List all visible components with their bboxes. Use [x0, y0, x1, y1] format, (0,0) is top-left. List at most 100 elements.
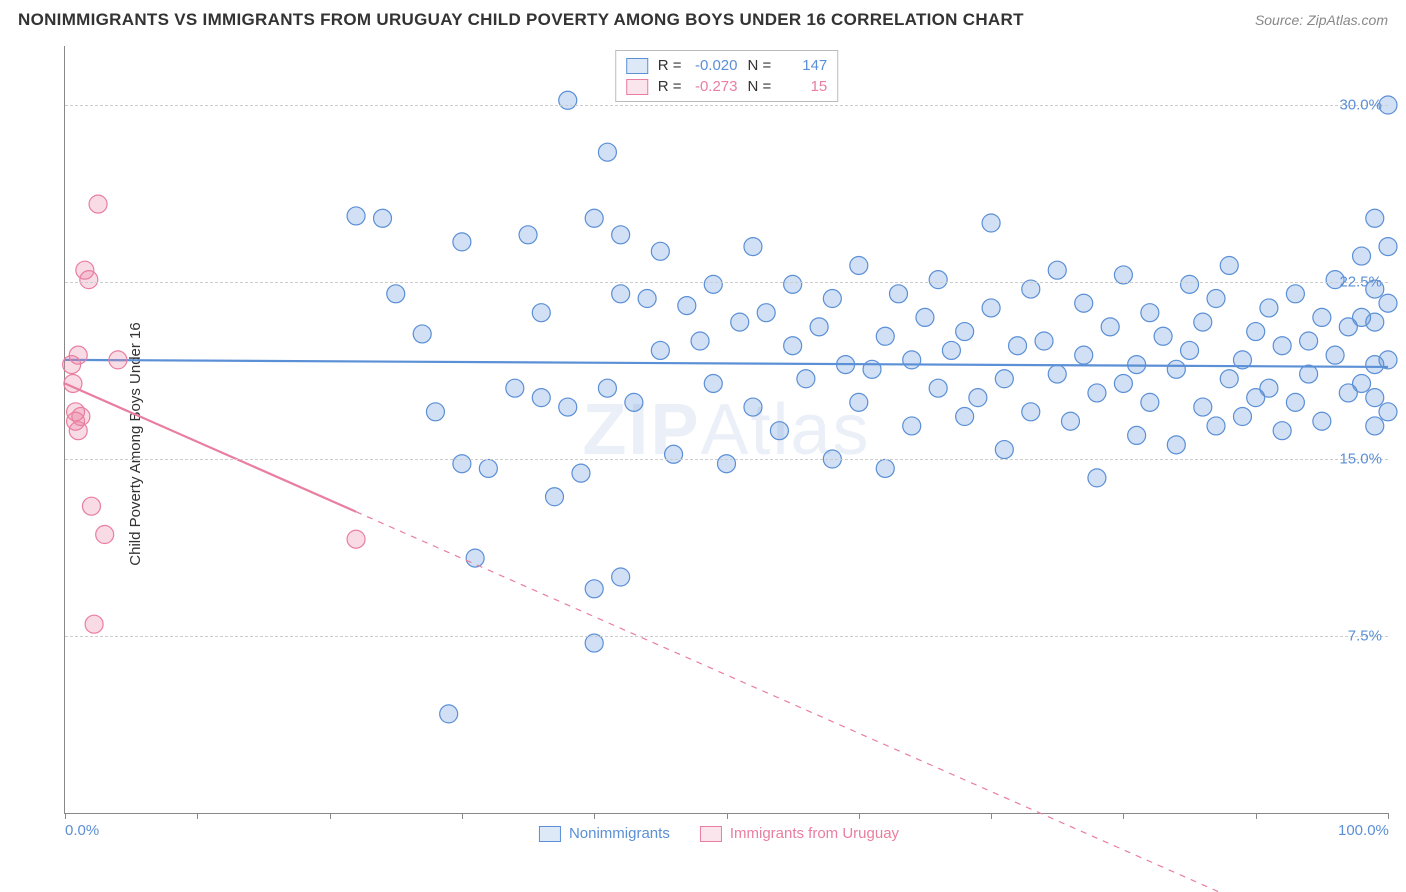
legend-series: Nonimmigrants Immigrants from Uruguay: [539, 825, 899, 842]
legend-series-label: Nonimmigrants: [569, 825, 670, 842]
scatter-point: [995, 370, 1013, 388]
scatter-point: [1088, 469, 1106, 487]
scatter-point: [1181, 275, 1199, 293]
scatter-point: [651, 242, 669, 260]
legend-correlation: R =-0.020N =147R =-0.273N =15: [615, 50, 839, 102]
scatter-point: [89, 195, 107, 213]
scatter-point: [916, 308, 934, 326]
ytick-label: 22.5%: [1339, 274, 1382, 291]
xtick-label: 100.0%: [1338, 822, 1389, 839]
source-label: Source: ZipAtlas.com: [1255, 12, 1388, 28]
scatter-point: [1167, 360, 1185, 378]
scatter-point: [1366, 389, 1384, 407]
scatter-point: [744, 238, 762, 256]
gridline-h: [65, 459, 1388, 460]
scatter-point: [1260, 379, 1278, 397]
scatter-point: [1273, 337, 1291, 355]
scatter-point: [598, 379, 616, 397]
scatter-point: [797, 370, 815, 388]
scatter-point: [638, 290, 656, 308]
scatter-svg: [65, 46, 1388, 813]
gridline-h: [65, 636, 1388, 637]
xtick-label: 0.0%: [65, 822, 99, 839]
ytick-label: 15.0%: [1339, 451, 1382, 468]
scatter-point: [1075, 294, 1093, 312]
scatter-point: [559, 91, 577, 109]
scatter-point: [440, 705, 458, 723]
scatter-point: [585, 580, 603, 598]
scatter-point: [678, 297, 696, 315]
xtick: [1123, 813, 1124, 819]
gridline-h: [65, 282, 1388, 283]
scatter-point: [109, 351, 127, 369]
scatter-point: [1366, 313, 1384, 331]
gridline-h: [65, 105, 1388, 106]
scatter-point: [1114, 374, 1132, 392]
legend-n: N =147: [748, 57, 828, 74]
legend-series-label: Immigrants from Uruguay: [730, 825, 899, 842]
scatter-point: [718, 455, 736, 473]
scatter-point: [823, 290, 841, 308]
scatter-point: [1075, 346, 1093, 364]
scatter-point: [506, 379, 524, 397]
scatter-point: [347, 530, 365, 548]
legend-series-item: Nonimmigrants: [539, 825, 670, 842]
scatter-point: [1141, 393, 1159, 411]
scatter-point: [1061, 412, 1079, 430]
scatter-point: [612, 568, 630, 586]
scatter-point: [80, 271, 98, 289]
scatter-point: [1247, 323, 1265, 341]
scatter-point: [903, 417, 921, 435]
scatter-point: [1220, 256, 1238, 274]
scatter-point: [625, 393, 643, 411]
legend-corr-row: R =-0.020N =147: [626, 55, 828, 76]
chart-title: NONIMMIGRANTS VS IMMIGRANTS FROM URUGUAY…: [18, 10, 1024, 30]
plot-region: ZIPAtlas R =-0.020N =147R =-0.273N =15 7…: [64, 46, 1388, 814]
scatter-point: [929, 271, 947, 289]
scatter-point: [1300, 365, 1318, 383]
scatter-point: [942, 341, 960, 359]
scatter-point: [72, 408, 90, 426]
scatter-point: [1141, 304, 1159, 322]
scatter-point: [1194, 313, 1212, 331]
scatter-point: [929, 379, 947, 397]
scatter-point: [1009, 337, 1027, 355]
scatter-point: [1286, 393, 1304, 411]
ytick-label: 7.5%: [1348, 628, 1382, 645]
legend-swatch: [626, 58, 648, 74]
scatter-point: [876, 327, 894, 345]
scatter-point: [1233, 408, 1251, 426]
scatter-point: [1313, 308, 1331, 326]
scatter-point: [559, 398, 577, 416]
scatter-point: [466, 549, 484, 567]
xtick: [197, 813, 198, 819]
scatter-point: [1167, 436, 1185, 454]
scatter-point: [1048, 261, 1066, 279]
xtick: [859, 813, 860, 819]
xtick: [594, 813, 595, 819]
scatter-point: [82, 497, 100, 515]
legend-swatch: [626, 79, 648, 95]
scatter-point: [572, 464, 590, 482]
scatter-point: [1379, 403, 1397, 421]
scatter-point: [453, 455, 471, 473]
scatter-point: [691, 332, 709, 350]
xtick: [1388, 813, 1389, 819]
scatter-point: [1207, 290, 1225, 308]
scatter-point: [1353, 374, 1371, 392]
scatter-point: [1101, 318, 1119, 336]
scatter-point: [1260, 299, 1278, 317]
scatter-point: [1022, 403, 1040, 421]
scatter-point: [1326, 346, 1344, 364]
scatter-point: [704, 374, 722, 392]
scatter-point: [1035, 332, 1053, 350]
scatter-point: [810, 318, 828, 336]
xtick: [991, 813, 992, 819]
scatter-point: [876, 459, 894, 477]
scatter-point: [1220, 370, 1238, 388]
scatter-point: [982, 214, 1000, 232]
trend-line: [65, 360, 1388, 367]
scatter-point: [413, 325, 431, 343]
scatter-point: [612, 226, 630, 244]
scatter-point: [1194, 398, 1212, 416]
